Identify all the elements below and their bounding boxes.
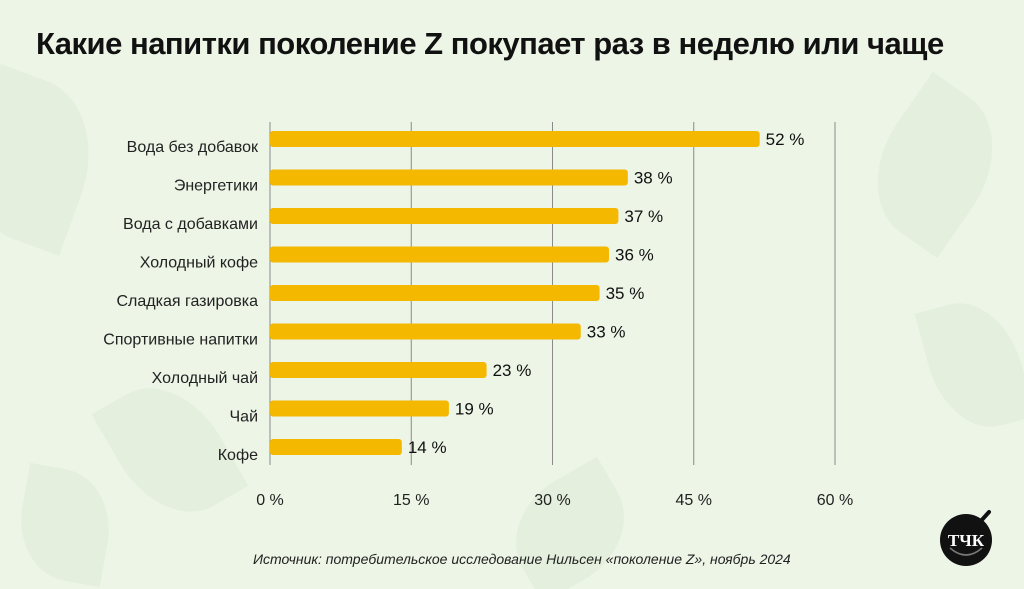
category-label: Спортивные напитки — [103, 332, 258, 349]
bar — [270, 362, 487, 378]
category-label: Кофе — [218, 447, 258, 464]
value-label: 38 % — [634, 169, 673, 188]
bar — [270, 131, 760, 147]
bars — [270, 131, 760, 455]
value-labels: 52 % 38 % 37 % 36 % 35 % 33 % 23 % 19 % 14 % — [408, 130, 805, 457]
bar — [270, 285, 600, 301]
cup-logo-icon: ТЧК — [940, 510, 992, 566]
value-label: 35 % — [606, 284, 645, 303]
x-tick-label: 45 % — [676, 492, 712, 509]
value-label: 37 % — [624, 207, 663, 226]
chart-title: Какие напитки поколение Z покупает раз в… — [36, 26, 944, 61]
value-label: 19 % — [455, 400, 494, 419]
category-label: Чай — [230, 409, 259, 426]
x-tick-label: 30 % — [534, 492, 570, 509]
category-label: Энергетики — [174, 178, 258, 195]
value-label: 33 % — [587, 323, 626, 342]
source-note: Источник: потребительское исследование Н… — [253, 551, 791, 567]
x-tick-label: 0 % — [256, 492, 284, 509]
value-label: 36 % — [615, 246, 654, 265]
bar — [270, 439, 402, 455]
logo-text: ТЧК — [948, 531, 985, 550]
bar — [270, 323, 581, 340]
category-label: Вода без добавок — [127, 139, 259, 156]
bar — [270, 400, 449, 417]
bar — [270, 208, 619, 224]
category-label: Вода с добавками — [123, 216, 258, 233]
category-label: Холодный чай — [152, 370, 258, 387]
x-tick-label: 15 % — [393, 492, 429, 509]
x-axis-ticks: 0 % 15 % 30 % 45 % 60 % — [256, 492, 853, 509]
category-label: Сладкая газировка — [116, 293, 258, 310]
category-label: Холодный кофе — [140, 255, 258, 272]
value-label: 52 % — [766, 130, 805, 149]
category-labels: Вода без добавок Энергетики Вода с добавка… — [103, 139, 259, 464]
bar — [270, 246, 609, 263]
value-label: 23 % — [493, 361, 532, 380]
bar — [270, 169, 628, 186]
value-label: 14 % — [408, 438, 447, 457]
x-tick-label: 60 % — [817, 492, 853, 509]
